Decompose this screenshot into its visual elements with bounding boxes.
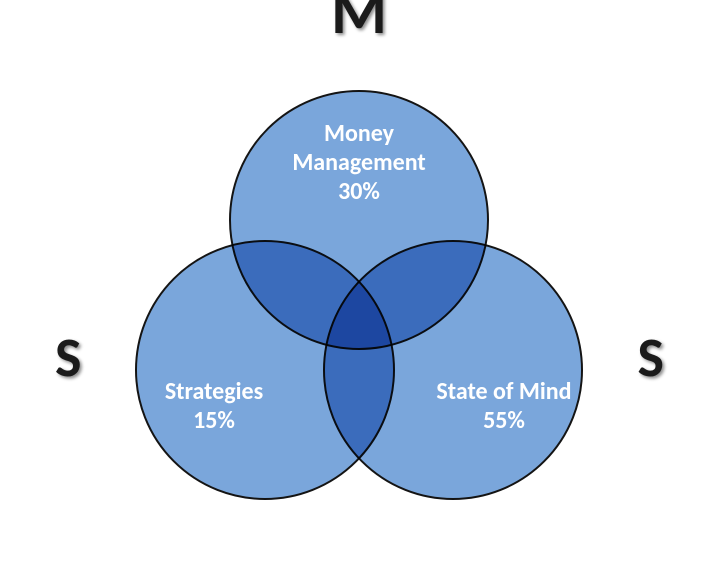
venn-label-top-line2: Management bbox=[259, 149, 459, 178]
outer-letter-top: M bbox=[331, 0, 387, 44]
venn-label-top: Money Management 30% bbox=[259, 120, 459, 206]
outer-letter-left: S bbox=[55, 330, 81, 386]
venn-label-top-percent: 30% bbox=[259, 178, 459, 207]
outer-letter-right: S bbox=[638, 330, 664, 386]
venn-label-left-line1: Strategies bbox=[114, 378, 314, 407]
venn-label-top-line1: Money bbox=[259, 120, 459, 149]
venn-label-left-percent: 15% bbox=[114, 407, 314, 436]
venn-label-right-percent: 55% bbox=[404, 407, 604, 436]
venn-label-right: State of Mind 55% bbox=[404, 378, 604, 436]
venn-diagram: M S S Money Management 30% Strategies 15… bbox=[0, 0, 718, 572]
venn-label-right-line1: State of Mind bbox=[404, 378, 604, 407]
venn-circle-right bbox=[323, 240, 583, 500]
venn-label-left: Strategies 15% bbox=[114, 378, 314, 436]
